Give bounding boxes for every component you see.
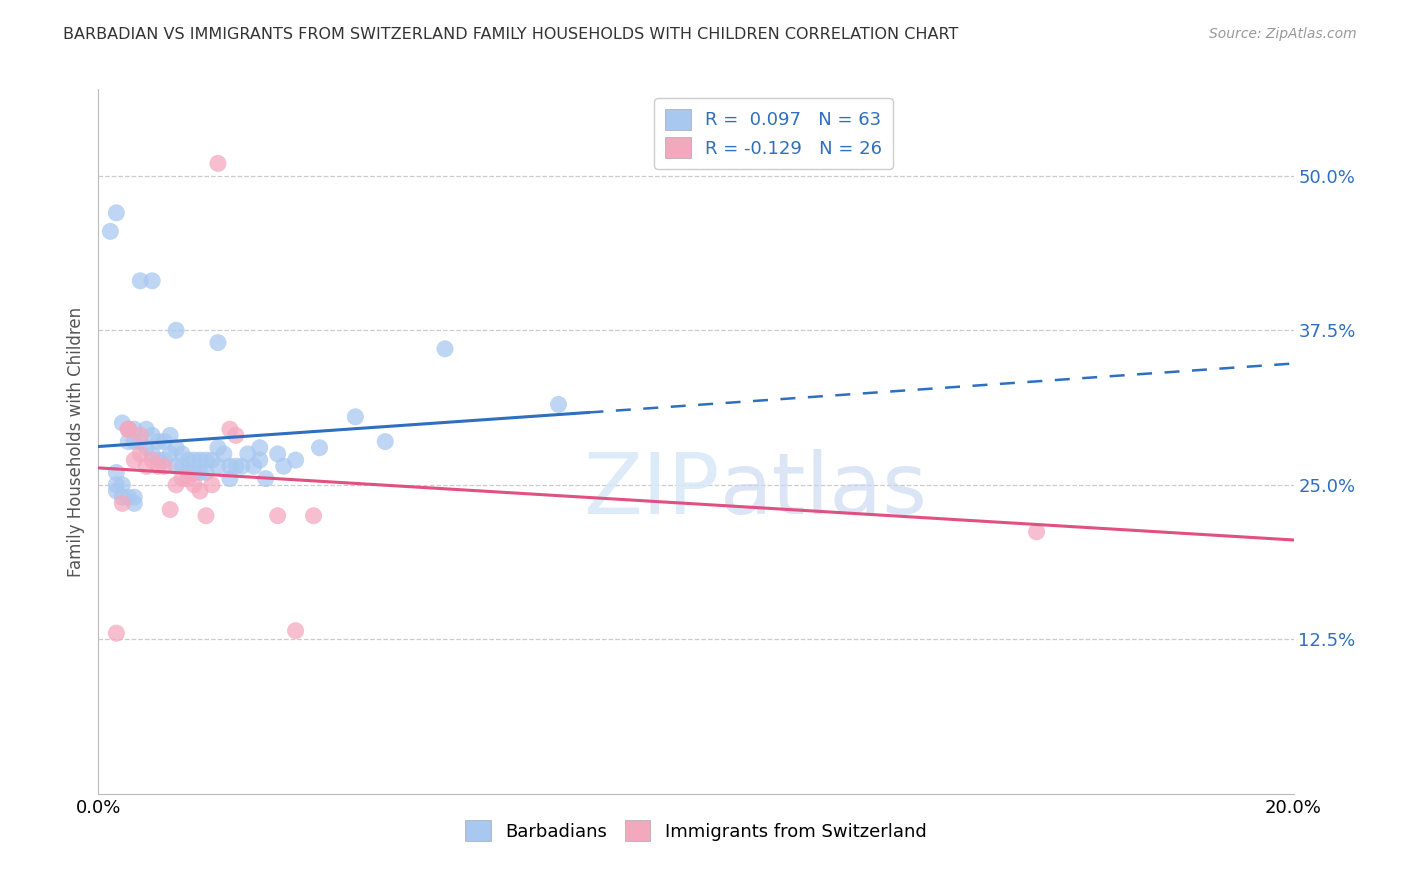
Point [159, 428, 181, 442]
Point [434, 342, 457, 356]
Text: BARBADIAN VS IMMIGRANTS FROM SWITZERLAND FAMILY HOUSEHOLDS WITH CHILDREN CORRELA: BARBADIAN VS IMMIGRANTS FROM SWITZERLAND… [63, 27, 959, 42]
Point [225, 459, 247, 474]
Point [172, 459, 194, 474]
Point [172, 447, 194, 461]
Point [124, 490, 146, 504]
Point [165, 323, 187, 337]
Point [148, 453, 170, 467]
Point [141, 453, 163, 467]
Point [117, 490, 139, 504]
Point [159, 447, 181, 461]
Point [105, 478, 128, 492]
Point [207, 441, 229, 455]
Point [231, 459, 253, 474]
Point [135, 441, 157, 455]
Point [308, 441, 330, 455]
Point [105, 626, 128, 640]
Legend: Barbadians, Immigrants from Switzerland: Barbadians, Immigrants from Switzerland [458, 813, 934, 848]
Point [183, 478, 205, 492]
Point [129, 447, 152, 461]
Point [254, 472, 277, 486]
Point [201, 478, 224, 492]
Point [188, 453, 211, 467]
Point [207, 459, 229, 474]
Point [124, 496, 146, 510]
Point [117, 422, 139, 436]
Point [153, 453, 176, 467]
Point [273, 459, 295, 474]
Point [249, 453, 271, 467]
Point [207, 335, 229, 350]
Point [344, 409, 367, 424]
Point [105, 483, 128, 498]
Point [1025, 524, 1047, 539]
Point [547, 397, 569, 411]
Point [374, 434, 396, 449]
Point [105, 466, 128, 480]
Point [183, 466, 205, 480]
Point [219, 459, 242, 474]
Point [172, 472, 194, 486]
Point [284, 624, 307, 638]
Point [267, 447, 290, 461]
Point [302, 508, 325, 523]
Point [129, 274, 152, 288]
Point [141, 447, 163, 461]
Point [117, 422, 139, 436]
Point [284, 453, 307, 467]
Point [153, 434, 176, 449]
Point [159, 502, 181, 516]
Point [165, 459, 187, 474]
Point [129, 434, 152, 449]
Point [212, 447, 235, 461]
Point [195, 508, 218, 523]
Point [124, 422, 146, 436]
Text: ZIP: ZIP [583, 450, 720, 533]
Point [165, 478, 187, 492]
Point [177, 466, 200, 480]
Point [219, 422, 242, 436]
Point [129, 428, 152, 442]
Point [188, 483, 211, 498]
Point [236, 447, 259, 461]
Point [177, 472, 200, 486]
Point [117, 422, 139, 436]
Text: atlas: atlas [720, 450, 928, 533]
Point [148, 434, 170, 449]
Point [195, 466, 218, 480]
Point [195, 453, 218, 467]
Y-axis label: Family Households with Children: Family Households with Children [66, 307, 84, 576]
Point [141, 274, 163, 288]
Point [124, 434, 146, 449]
Point [135, 422, 157, 436]
Text: Source: ZipAtlas.com: Source: ZipAtlas.com [1209, 27, 1357, 41]
Point [249, 441, 271, 455]
Point [117, 434, 139, 449]
Point [111, 478, 134, 492]
Point [267, 508, 290, 523]
Point [243, 459, 266, 474]
Point [219, 472, 242, 486]
Point [188, 466, 211, 480]
Point [141, 428, 163, 442]
Point [153, 459, 176, 474]
Point [201, 453, 224, 467]
Point [111, 490, 134, 504]
Point [165, 441, 187, 455]
Point [148, 459, 170, 474]
Point [98, 224, 122, 238]
Point [177, 453, 200, 467]
Point [124, 453, 146, 467]
Point [207, 156, 229, 170]
Point [135, 459, 157, 474]
Point [111, 416, 134, 430]
Point [105, 206, 128, 220]
Point [183, 453, 205, 467]
Point [225, 428, 247, 442]
Point [111, 496, 134, 510]
